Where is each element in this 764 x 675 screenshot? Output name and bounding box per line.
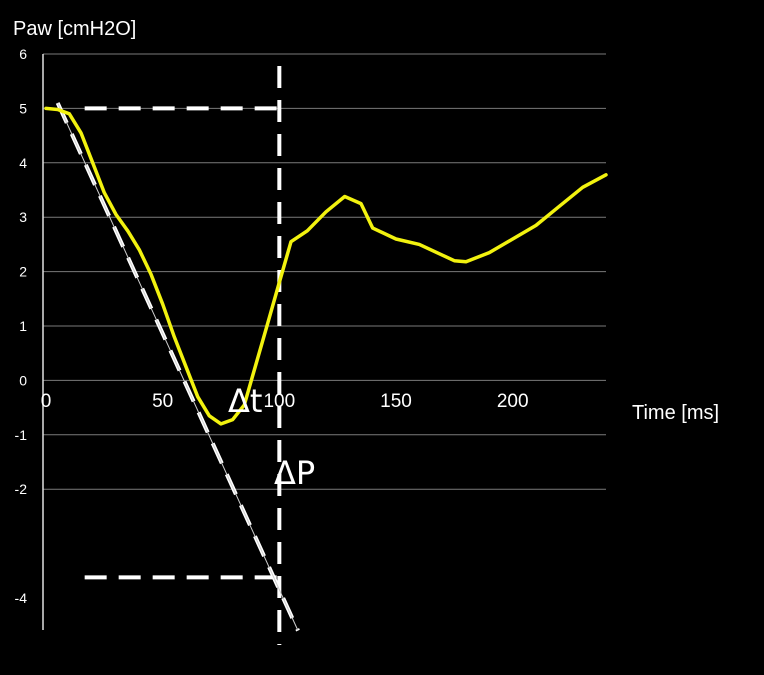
delta-p-annotation: ΔP — [274, 454, 315, 492]
y-tick-label: -2 — [15, 481, 28, 497]
x-tick-label: 150 — [380, 391, 412, 412]
grid-lines — [43, 53, 606, 490]
y-tick-label: 3 — [19, 209, 27, 225]
y-tick-label: 0 — [19, 372, 27, 388]
delta-t-annotation: Δt — [228, 382, 262, 420]
x-axis-label: Time [ms] — [632, 402, 719, 424]
y-tick-labels: 6 5 4 3 2 1 0 -1 -2 -4 — [15, 46, 28, 606]
y-tick-label: 1 — [19, 318, 27, 334]
y-tick-label: 5 — [19, 100, 27, 116]
pressure-series-line — [44, 106, 608, 426]
x-tick-labels: 0 50 100 150 200 — [41, 391, 529, 412]
y-tick-label: 2 — [19, 264, 27, 280]
x-tick-label: 50 — [152, 391, 173, 412]
y-axis-label: Paw [cmH2O] — [13, 18, 136, 40]
y-tick-label: 6 — [19, 46, 27, 62]
slope-line — [57, 102, 299, 631]
annotation-dashes — [55, 66, 300, 645]
y-tick-label: -4 — [15, 590, 28, 606]
x-tick-label: 0 — [41, 391, 52, 412]
x-tick-label: 100 — [263, 391, 295, 412]
x-tick-label: 200 — [497, 391, 529, 412]
y-tick-label: -1 — [15, 427, 28, 443]
y-tick-label: 4 — [19, 155, 27, 171]
